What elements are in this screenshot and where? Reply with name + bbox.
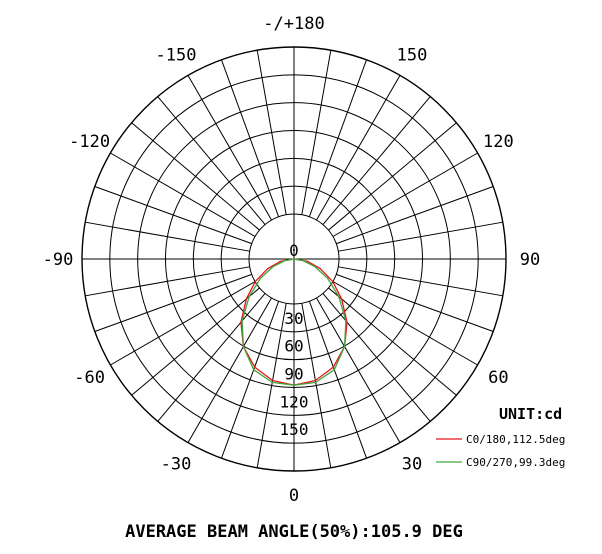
grid-spoke — [221, 301, 280, 459]
grid-spoke — [157, 96, 266, 225]
grid-spoke — [322, 293, 431, 422]
angle-label: 150 — [397, 46, 428, 66]
radial-label: 60 — [284, 337, 303, 356]
angle-label: 30 — [402, 454, 422, 474]
angle-label: -150 — [156, 46, 197, 66]
grid-spoke — [316, 297, 401, 443]
legend-label-c90: C90/270,99.3deg — [466, 456, 565, 469]
grid-spoke — [131, 287, 260, 396]
grid-spoke — [187, 297, 272, 443]
curve-c90-270 — [241, 258, 347, 386]
grid-spoke — [85, 221, 250, 252]
angle-label: -/+180 — [263, 14, 324, 34]
grid-spoke — [157, 293, 266, 422]
grid-spoke — [316, 75, 401, 221]
radial-label: 150 — [280, 420, 309, 439]
legend: C0/180,112.5deg C90/270,99.3deg — [436, 433, 565, 469]
distribution-curves — [240, 258, 348, 386]
angle-label: 60 — [488, 368, 508, 388]
grid-spoke — [221, 59, 280, 217]
grid-spoke — [94, 186, 252, 245]
angle-label: 90 — [520, 250, 540, 270]
beam-angle-footer: AVERAGE BEAM ANGLE(50%):105.9 DEG — [125, 522, 463, 542]
angle-label: -120 — [69, 132, 110, 152]
angle-label: -30 — [161, 454, 192, 474]
grid-spoke — [332, 281, 478, 366]
grid-spoke — [338, 266, 503, 297]
radial-label: 120 — [280, 392, 309, 411]
legend-label-c0: C0/180,112.5deg — [466, 433, 565, 446]
grid-spoke — [336, 186, 494, 245]
grid-spoke — [256, 303, 287, 468]
angle-label: -60 — [74, 368, 105, 388]
grid-spoke — [338, 221, 503, 252]
grid-spoke — [187, 75, 272, 221]
grid-spoke — [256, 50, 287, 215]
grid-spoke — [332, 152, 478, 237]
grid-spoke — [328, 122, 457, 231]
grid-spoke — [308, 301, 367, 459]
radial-label: 90 — [284, 365, 303, 384]
grid-spoke — [131, 122, 260, 231]
grid-spoke — [85, 266, 250, 297]
radial-label: 30 — [284, 309, 303, 328]
radial-labels: 0 30 60 90 120 150 — [280, 241, 309, 439]
unit-label: UNIT:cd — [499, 405, 562, 423]
angle-label: -90 — [43, 250, 74, 270]
grid-spoke — [110, 152, 256, 237]
grid-spoke — [328, 287, 457, 396]
grid-spoke — [322, 96, 431, 225]
grid-spoke — [301, 303, 332, 468]
grid-spoke — [110, 281, 256, 366]
grid-spoke — [301, 50, 332, 215]
radial-label: 0 — [289, 241, 299, 260]
grid-spoke — [336, 273, 494, 332]
grid-spoke — [308, 59, 367, 217]
angle-label: 0 — [289, 486, 299, 506]
angle-label: 120 — [483, 132, 514, 152]
grid-spoke — [94, 273, 252, 332]
angle-labels: -/+180 -150 150 -120 120 -90 90 -60 60 -30 30 0 — [43, 14, 541, 506]
